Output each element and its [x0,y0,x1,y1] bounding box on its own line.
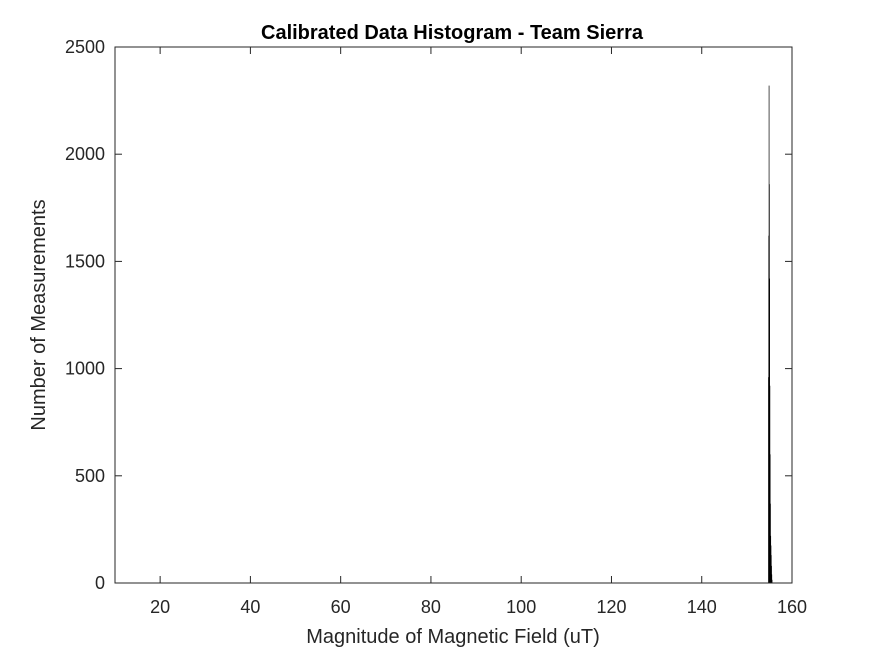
x-axis-label: Magnitude of Magnetic Field (uT) [306,626,599,648]
x-tick-label: 80 [421,597,441,617]
x-tick-label: 60 [331,597,351,617]
plot-frame [114,46,793,584]
x-tick-label: 160 [777,597,807,617]
histogram-bar-12 [771,574,773,583]
y-tick-label: 1000 [65,359,105,379]
x-tick-label: 100 [506,597,536,617]
x-tick-label: 20 [150,597,170,617]
ticks-group: 20 40 60 80 100 120 140 160 0 500 1000 1500 2000 2500 [65,37,807,617]
x-tick-label: 140 [687,597,717,617]
y-tick-label: 500 [75,466,105,486]
x-tick-label: 40 [240,597,260,617]
y-tick-label: 0 [95,573,105,593]
histogram-bar-13 [771,579,773,583]
y-tick-label: 2000 [65,144,105,164]
y-axis-label: Number of Measurements [28,199,50,430]
bars-group [768,85,773,584]
y-tick-label: 1500 [65,251,105,271]
y-tick-label: 2500 [65,37,105,57]
x-tick-label: 120 [596,597,626,617]
chart-title: Calibrated Data Histogram - Team Sierra [261,22,644,44]
